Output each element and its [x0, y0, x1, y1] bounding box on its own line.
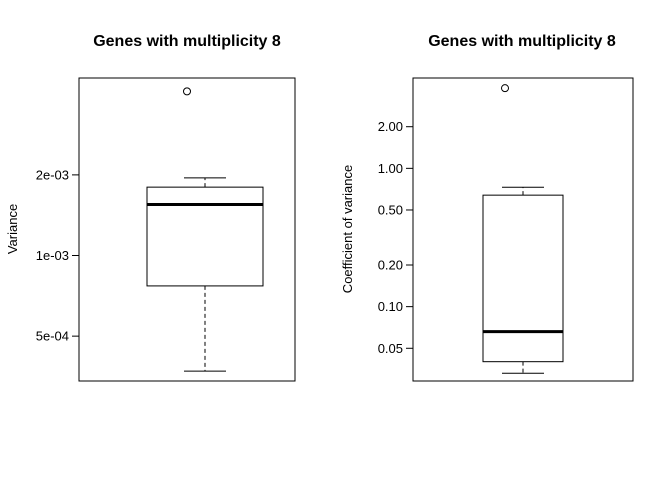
y-axis-label: Coefficient of variance [340, 165, 355, 293]
panel-variance: Genes with multiplicity 8 Variance 5e-04… [5, 33, 296, 382]
y-tick-label: 1.00 [378, 161, 403, 176]
boxplot [146, 87, 264, 372]
y-axis-label: Variance [5, 204, 20, 254]
panel-title: Genes with multiplicity 8 [428, 33, 616, 50]
y-axis: 0.05 0.10 0.20 0.50 1.00 2.00 [378, 119, 414, 356]
y-axis: 5e-04 1e-03 2e-03 [36, 167, 80, 344]
panel-coefficient-of-variance: Genes with multiplicity 8 Coefficient of… [340, 33, 634, 382]
y-tick-label: 1e-03 [36, 248, 69, 263]
y-tick-label: 0.10 [378, 299, 403, 314]
interquartile-box [482, 194, 564, 363]
outlier-point [183, 87, 191, 96]
y-tick-label: 0.50 [378, 202, 403, 217]
boxplot [482, 84, 564, 374]
panel-title: Genes with multiplicity 8 [93, 33, 281, 50]
y-tick-label: 2.00 [378, 119, 403, 134]
y-tick-label: 5e-04 [36, 329, 69, 344]
y-tick-label: 0.05 [378, 341, 403, 356]
y-tick-label: 0.20 [378, 258, 403, 273]
y-tick-label: 2e-03 [36, 167, 69, 182]
plot-frame [412, 77, 634, 382]
interquartile-box [146, 186, 264, 287]
outlier-point [501, 84, 509, 93]
